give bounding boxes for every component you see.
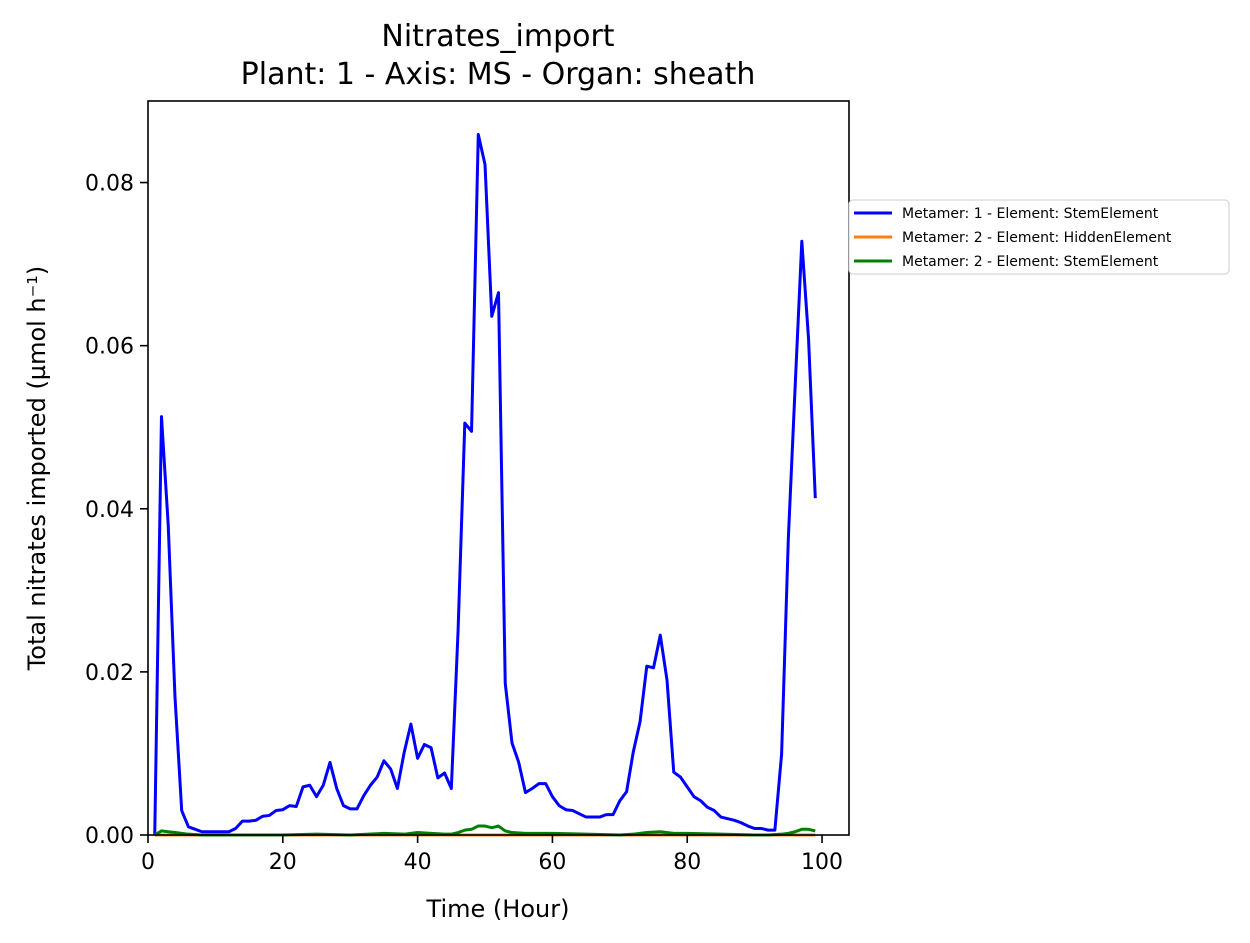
legend-items: Metamer: 1 - Element: StemElement Metamer…: [854, 206, 1172, 270]
y-tick-label: 0.02: [85, 661, 134, 686]
x-tick-label: 20: [269, 850, 297, 875]
legend-label-3: Metamer: 2 - Element: StemElement: [902, 254, 1159, 270]
y-tick-label: 0.08: [85, 172, 134, 197]
plot-frame: [147, 100, 850, 836]
y-axis-label: Total nitrates imported (µmol h⁻¹): [23, 266, 51, 672]
y-tick-label: 0.04: [85, 498, 134, 523]
y-tick-label: 0.00: [85, 824, 134, 849]
y-axis: 0.00 0.02 0.04 0.06 0.08: [85, 172, 148, 849]
legend-label-1: Metamer: 1 - Element: StemElement: [902, 206, 1159, 222]
plot-area: [147, 100, 850, 837]
x-tick-label: 40: [404, 850, 432, 875]
x-tick-label: 100: [801, 850, 843, 875]
legend: Metamer: 1 - Element: StemElement Metamer…: [848, 199, 1230, 275]
x-tick-label: 0: [141, 850, 155, 875]
x-tick-label: 80: [673, 850, 701, 875]
x-tick-label: 60: [538, 850, 566, 875]
legend-label-2: Metamer: 2 - Element: HiddenElement: [902, 230, 1172, 246]
y-tick-label: 0.06: [85, 335, 134, 360]
x-axis: 0 20 40 60 80 100: [141, 835, 843, 875]
chart-subtitle: Plant: 1 - Axis: MS - Organ: sheath: [241, 57, 756, 92]
series-line-1: [153, 132, 817, 836]
x-axis-label: Time (Hour): [426, 895, 570, 923]
legend-box: [848, 199, 1230, 275]
chart-title: Nitrates_import: [381, 19, 614, 54]
